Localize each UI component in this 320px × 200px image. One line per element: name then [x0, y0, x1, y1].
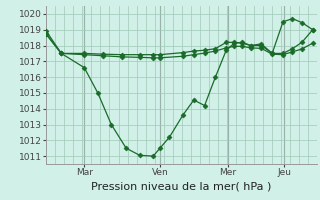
X-axis label: Pression niveau de la mer( hPa ): Pression niveau de la mer( hPa )	[92, 181, 272, 191]
